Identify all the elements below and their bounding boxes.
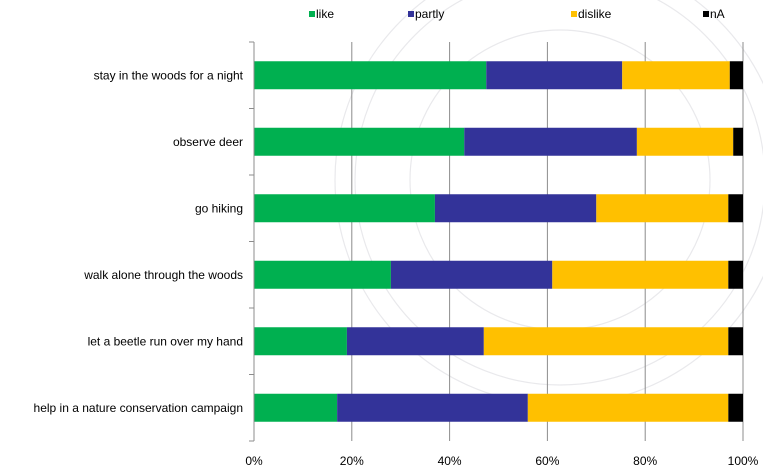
- bar-segment-like: [254, 194, 435, 223]
- category-labels: stay in the woods for a night observe dee…: [34, 68, 244, 415]
- bar-segment-like: [254, 393, 338, 422]
- legend-swatch: [408, 11, 414, 17]
- bar-segment-like: [254, 61, 487, 90]
- bar-segment-na: [733, 127, 743, 156]
- bar-segment-partly: [346, 327, 484, 356]
- bars-group: [254, 61, 743, 422]
- bar-segment-dislike: [596, 194, 729, 223]
- legend-swatch: [703, 11, 709, 17]
- x-tick-label: 60%: [535, 454, 559, 467]
- category-axis: [249, 41, 255, 442]
- category-label: help in a nature conservation campaign: [34, 401, 243, 415]
- category-label: let a beetle run over my hand: [88, 334, 243, 348]
- x-tick-label: 0%: [245, 454, 263, 467]
- legend-label: partly: [415, 7, 444, 21]
- x-tick-label: 40%: [438, 454, 462, 467]
- bar-segment-na: [729, 61, 743, 90]
- bar-segment-na: [728, 327, 743, 356]
- legend: like partly dislike nA: [309, 7, 725, 21]
- bar-segment-na: [728, 393, 743, 422]
- legend-label: like: [316, 7, 334, 21]
- category-label: observe deer: [173, 135, 243, 149]
- bar-segment-dislike: [622, 61, 730, 90]
- x-tick-label: 100%: [728, 454, 759, 467]
- bar-segment-dislike: [636, 127, 734, 156]
- bar-segment-partly: [434, 194, 597, 223]
- bar-segment-partly: [337, 393, 528, 422]
- bar-segment-like: [254, 327, 347, 356]
- bar-segment-dislike: [552, 260, 729, 289]
- x-tick-label: 20%: [340, 454, 364, 467]
- legend-swatch: [571, 11, 577, 17]
- bar-segment-partly: [390, 260, 553, 289]
- gridlines: [253, 42, 744, 441]
- bar-segment-dislike: [483, 327, 729, 356]
- bar-segment-na: [728, 194, 743, 223]
- legend-swatch: [309, 11, 315, 17]
- legend-label: dislike: [578, 7, 612, 21]
- bar-segment-dislike: [527, 393, 729, 422]
- x-tick-label: 80%: [633, 454, 657, 467]
- category-label: stay in the woods for a night: [94, 68, 244, 82]
- bar-segment-like: [254, 127, 465, 156]
- category-label: walk alone through the woods: [83, 268, 243, 282]
- category-label: go hiking: [195, 201, 243, 215]
- x-tick-labels: 0% 20% 40% 60% 80% 100%: [245, 454, 758, 467]
- bar-segment-partly: [464, 127, 637, 156]
- bar-segment-na: [728, 260, 743, 289]
- legend-label: nA: [710, 7, 725, 21]
- bar-segment-partly: [486, 61, 623, 90]
- bar-segment-like: [254, 260, 391, 289]
